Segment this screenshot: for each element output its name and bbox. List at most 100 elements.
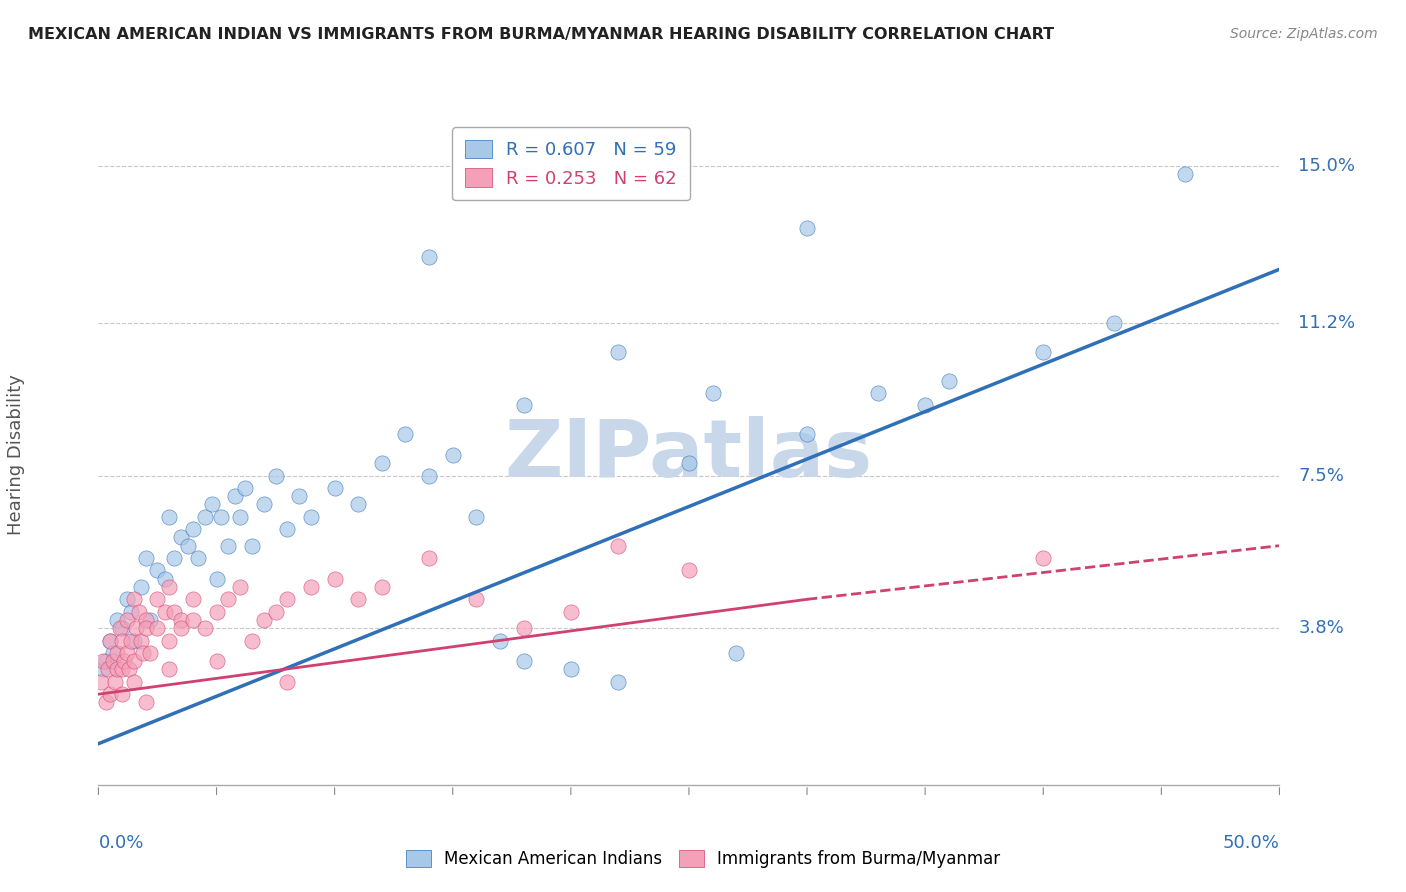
Point <box>170 621 193 635</box>
Point <box>111 662 134 677</box>
Point <box>157 662 180 677</box>
Text: 11.2%: 11.2% <box>1298 314 1355 332</box>
Point <box>394 427 416 442</box>
Point <box>128 605 150 619</box>
Point <box>678 564 700 578</box>
Point <box>105 662 128 677</box>
Point <box>465 509 488 524</box>
Point <box>170 530 193 544</box>
Point <box>101 654 124 668</box>
Point <box>253 498 276 512</box>
Point <box>205 654 228 668</box>
Text: 15.0%: 15.0% <box>1298 157 1355 175</box>
Point <box>122 592 145 607</box>
Point <box>418 468 440 483</box>
Point <box>512 398 534 412</box>
Point <box>914 398 936 412</box>
Point <box>264 468 287 483</box>
Point <box>105 646 128 660</box>
Point <box>121 633 143 648</box>
Point <box>115 613 138 627</box>
Point <box>122 674 145 689</box>
Point <box>139 613 162 627</box>
Point <box>146 592 169 607</box>
Point <box>205 605 228 619</box>
Point <box>181 522 204 536</box>
Point <box>163 551 186 566</box>
Point <box>177 539 200 553</box>
Text: 3.8%: 3.8% <box>1298 619 1344 637</box>
Point <box>796 427 818 442</box>
Point <box>105 613 128 627</box>
Point <box>209 509 232 524</box>
Point <box>702 386 724 401</box>
Point <box>512 621 534 635</box>
Text: ZIPatlas: ZIPatlas <box>505 416 873 494</box>
Point <box>938 374 960 388</box>
Point <box>607 539 630 553</box>
Point <box>163 605 186 619</box>
Point <box>187 551 209 566</box>
Point <box>233 481 256 495</box>
Point <box>371 456 394 470</box>
Point <box>157 509 180 524</box>
Point <box>205 572 228 586</box>
Point <box>111 621 134 635</box>
Point <box>201 498 224 512</box>
Text: Hearing Disability: Hearing Disability <box>7 375 25 535</box>
Point <box>264 605 287 619</box>
Point <box>276 592 298 607</box>
Point <box>135 613 157 627</box>
Point <box>129 633 152 648</box>
Point <box>121 605 143 619</box>
Point <box>418 250 440 264</box>
Point <box>371 580 394 594</box>
Point <box>170 613 193 627</box>
Point <box>194 621 217 635</box>
Legend: R = 0.607   N = 59, R = 0.253   N = 62: R = 0.607 N = 59, R = 0.253 N = 62 <box>453 128 689 201</box>
Point <box>153 572 176 586</box>
Point <box>135 696 157 710</box>
Point <box>135 551 157 566</box>
Point <box>240 539 263 553</box>
Point <box>866 386 889 401</box>
Point <box>678 456 700 470</box>
Point <box>132 646 155 660</box>
Point <box>1174 168 1197 182</box>
Point <box>560 662 582 677</box>
Point <box>91 662 114 677</box>
Point <box>104 674 127 689</box>
Text: 50.0%: 50.0% <box>1223 835 1279 853</box>
Point <box>217 539 239 553</box>
Point <box>276 522 298 536</box>
Point <box>217 592 239 607</box>
Point <box>97 662 120 677</box>
Point <box>181 592 204 607</box>
Point <box>115 646 138 660</box>
Point <box>347 592 370 607</box>
Legend: Mexican American Indians, Immigrants from Burma/Myanmar: Mexican American Indians, Immigrants fro… <box>399 843 1007 875</box>
Point <box>465 592 488 607</box>
Point <box>118 662 141 677</box>
Point <box>157 633 180 648</box>
Point <box>1032 551 1054 566</box>
Point <box>607 674 630 689</box>
Text: 7.5%: 7.5% <box>1298 467 1344 484</box>
Point <box>441 448 464 462</box>
Point <box>299 509 322 524</box>
Point <box>94 654 117 668</box>
Point <box>288 489 311 503</box>
Point <box>122 633 145 648</box>
Point <box>224 489 246 503</box>
Point <box>115 592 138 607</box>
Point <box>181 613 204 627</box>
Point <box>108 621 131 635</box>
Point <box>98 633 121 648</box>
Text: MEXICAN AMERICAN INDIAN VS IMMIGRANTS FROM BURMA/MYANMAR HEARING DISABILITY CORR: MEXICAN AMERICAN INDIAN VS IMMIGRANTS FR… <box>28 27 1054 42</box>
Point <box>725 646 748 660</box>
Text: Source: ZipAtlas.com: Source: ZipAtlas.com <box>1230 27 1378 41</box>
Point <box>489 633 512 648</box>
Point <box>146 564 169 578</box>
Point <box>299 580 322 594</box>
Point <box>512 654 534 668</box>
